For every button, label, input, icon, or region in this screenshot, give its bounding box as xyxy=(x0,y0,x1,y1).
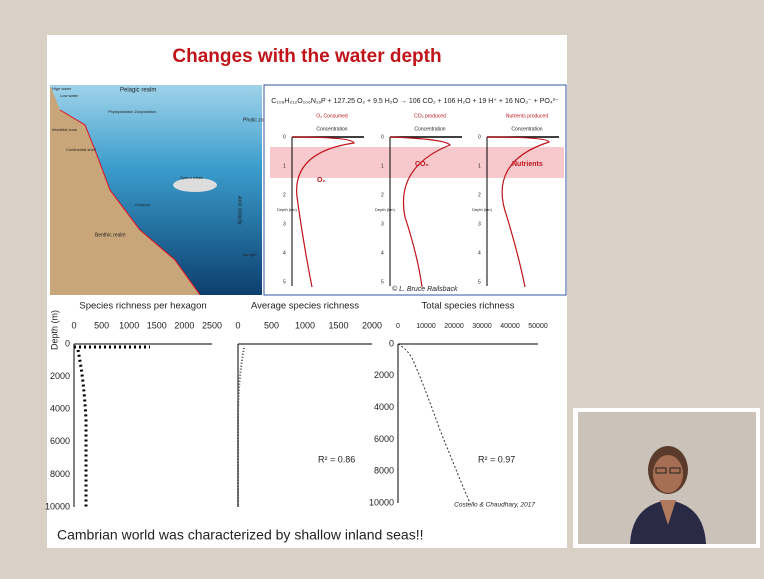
y-tick-label: 6000 xyxy=(50,436,70,446)
y-tick-label: 0 xyxy=(389,338,394,348)
zone-label: High water xyxy=(52,86,72,91)
plot-title: Average species richness xyxy=(251,301,359,312)
depth-tick: 1 xyxy=(478,163,481,169)
zone-label: Low water xyxy=(60,93,79,98)
y-tick-label: 6000 xyxy=(374,434,394,444)
depth-tick: 5 xyxy=(478,279,481,285)
zone-label: Sperm whale xyxy=(180,175,204,180)
y-tick-label: 8000 xyxy=(374,466,394,476)
webcam xyxy=(573,408,760,548)
depth-tick: 4 xyxy=(478,250,481,256)
zone-label: Phytoplankton Zooplankton xyxy=(108,109,156,114)
zone-label: Continental shelf xyxy=(66,147,97,152)
depth-tick: 2 xyxy=(381,192,384,198)
y-tick-label: 10000 xyxy=(45,501,70,511)
screen: Changes with the water depth Pelagic rea… xyxy=(0,0,764,579)
slide-title: Changes with the water depth xyxy=(172,46,441,67)
axis-label: Concentration xyxy=(511,126,542,132)
plot-title: Species richness per hexagon xyxy=(79,301,206,312)
x-tick-label: 50000 xyxy=(528,323,548,330)
depth-label: Depth (km) xyxy=(277,207,297,212)
panel-header: O₂ Consumed xyxy=(316,113,348,119)
x-tick-label: 40000 xyxy=(500,323,520,330)
depth-tick: 0 xyxy=(478,134,481,140)
depth-tick: 4 xyxy=(283,250,286,256)
depth-label: Depth (km) xyxy=(375,207,395,212)
y-tick-label: 8000 xyxy=(50,469,70,479)
credit: © L. Bruce Railsback xyxy=(392,285,458,293)
x-tick-label: 0 xyxy=(71,320,76,330)
citation: Costello & Chaudhary, 2017 xyxy=(454,502,535,509)
depth-tick: 5 xyxy=(283,279,286,285)
r-squared: R² = 0.97 xyxy=(478,454,515,464)
x-tick-label: 30000 xyxy=(472,323,492,330)
x-tick-label: 2000 xyxy=(362,320,382,330)
depth-tick: 4 xyxy=(381,250,384,256)
axis-label: Concentration xyxy=(414,126,445,132)
depth-tick: 5 xyxy=(381,279,384,285)
x-tick-label: 1500 xyxy=(147,320,167,330)
y-axis-label: Depth (m) xyxy=(49,310,59,350)
depth-tick: 3 xyxy=(283,221,286,227)
zone-label: Benthic realm xyxy=(95,232,126,238)
y-tick-label: 0 xyxy=(65,338,70,348)
x-tick-label: 1500 xyxy=(328,320,348,330)
panel-label: O₂ xyxy=(317,177,326,184)
zone-label: Pelagic realm xyxy=(120,88,156,94)
y-tick-label: 4000 xyxy=(374,402,394,412)
zone-label: Intertidal zone xyxy=(52,127,78,132)
x-tick-label: 20000 xyxy=(444,323,464,330)
depth-tick: 0 xyxy=(283,134,286,140)
zone-label: Aphotic zone xyxy=(237,195,243,224)
panel-header: Nutrients produced xyxy=(506,113,548,119)
x-tick-label: 2500 xyxy=(202,320,222,330)
x-tick-label: 0 xyxy=(396,323,400,330)
zone-label: No light xyxy=(243,252,257,257)
x-tick-label: 2000 xyxy=(174,320,194,330)
footer: Cambrian world was characterized by shal… xyxy=(57,527,424,543)
depth-label: Depth (km) xyxy=(472,207,492,212)
panel-header: CO₂ produced xyxy=(414,113,446,119)
y-tick-label: 2000 xyxy=(50,371,70,381)
x-tick-label: 0 xyxy=(235,320,240,330)
depth-tick: 3 xyxy=(381,221,384,227)
x-tick-label: 500 xyxy=(264,320,279,330)
y-tick-label: 2000 xyxy=(374,370,394,380)
y-tick-label: 10000 xyxy=(369,497,394,507)
depth-tick: 3 xyxy=(478,221,481,227)
x-tick-label: 500 xyxy=(94,320,109,330)
zone-label: Octopus xyxy=(135,202,150,207)
depth-tick: 2 xyxy=(478,192,481,198)
equation: C₁₀₆H₂₁₂O₁₀₆N₁₆P + 127.25 O₂ + 9.5 H₂O →… xyxy=(271,98,559,105)
depth-tick: 0 xyxy=(381,134,384,140)
x-tick-label: 1000 xyxy=(119,320,139,330)
depth-tick: 1 xyxy=(381,163,384,169)
r-squared: R² = 0.86 xyxy=(318,454,355,464)
plot-title: Total species richness xyxy=(422,301,515,312)
axis-label: Concentration xyxy=(316,126,347,132)
panel-label: Nutrients xyxy=(512,161,543,168)
x-tick-label: 1000 xyxy=(295,320,315,330)
depth-tick: 2 xyxy=(283,192,286,198)
y-tick-label: 4000 xyxy=(50,404,70,414)
ocean-diagram: Pelagic realm High water Low water Inter… xyxy=(50,85,269,295)
x-tick-label: 10000 xyxy=(416,323,436,330)
depth-tick: 1 xyxy=(283,163,286,169)
